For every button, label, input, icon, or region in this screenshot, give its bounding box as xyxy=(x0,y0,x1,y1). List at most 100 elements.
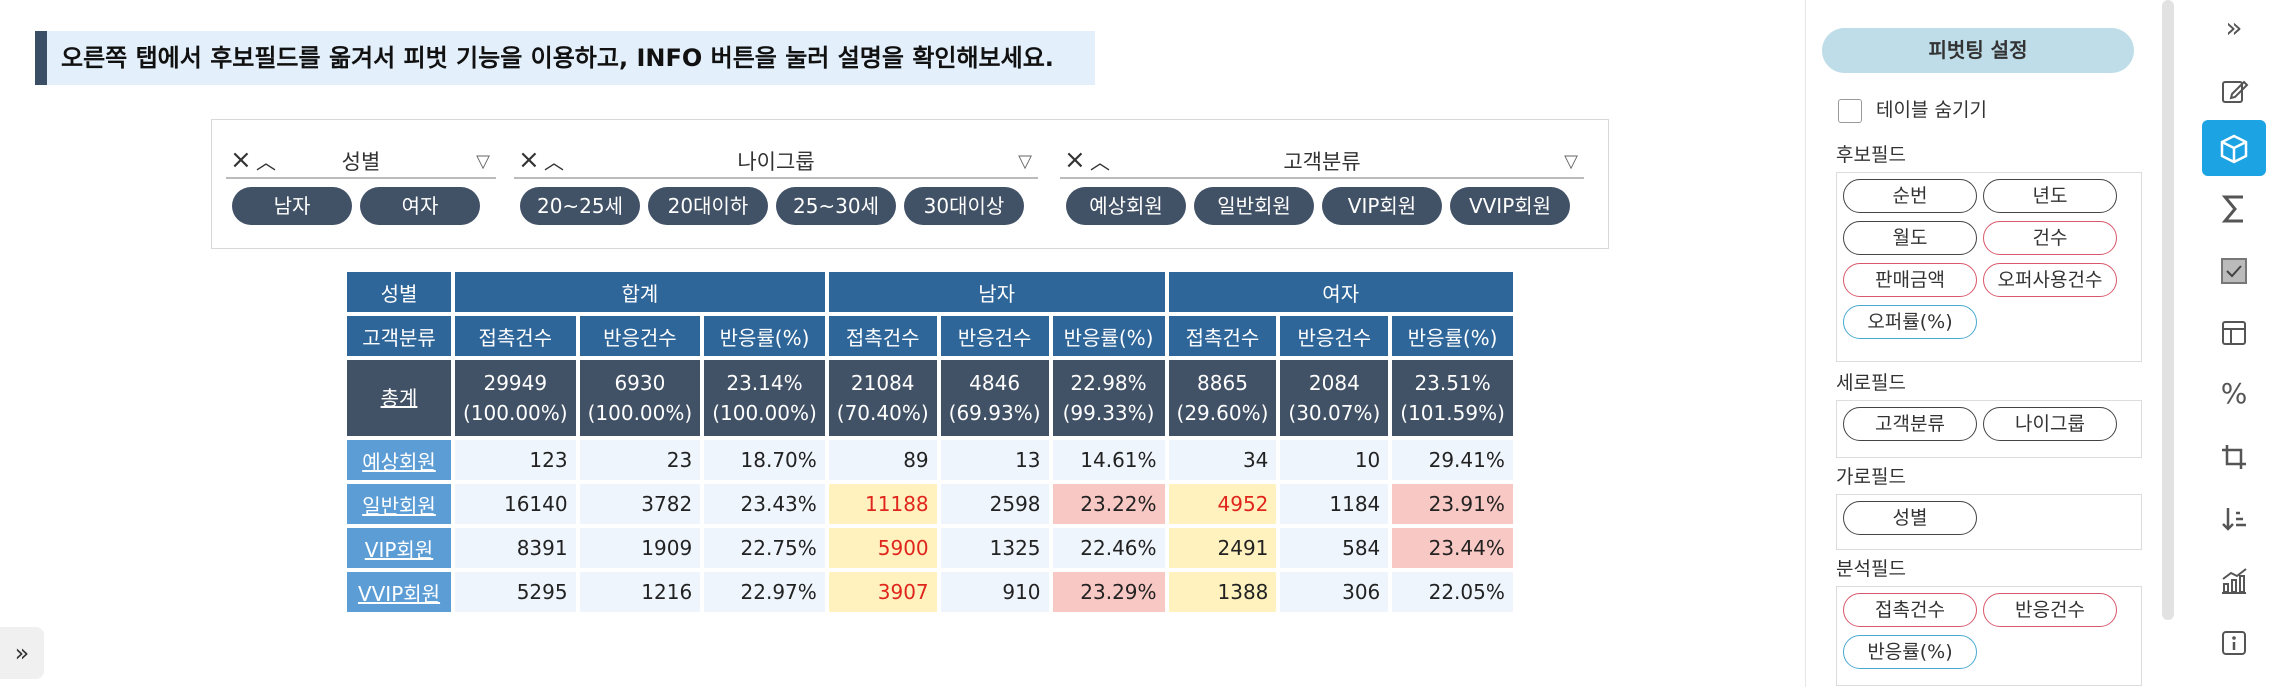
total-cell: 2084 (30.07%) xyxy=(1280,360,1389,436)
measure-header: 접촉건수 xyxy=(828,316,937,356)
filter-icon[interactable]: ▽ xyxy=(1018,151,1032,172)
data-cell-highlight: 1388 xyxy=(1168,572,1277,612)
hide-table-checkbox[interactable] xyxy=(1838,98,1862,123)
data-cell: 1325 xyxy=(940,528,1049,568)
checklist-icon[interactable] xyxy=(2202,242,2266,298)
filter-group-gender: × ︿ 성별 ▽ 남자 여자 xyxy=(226,145,496,225)
data-cell: 306 xyxy=(1280,572,1389,612)
filter-icon[interactable]: ▽ xyxy=(1564,151,1578,172)
measure-header: 접촉건수 xyxy=(1168,316,1277,356)
data-cell-highlight: 23.44% xyxy=(1392,528,1513,568)
corner-row-header: 성별 xyxy=(347,272,451,312)
table-row: 예상회원 123 23 18.70% 89 13 14.61% 34 10 29… xyxy=(347,440,1513,480)
pivot-settings-button[interactable]: 피벗팅 설정 xyxy=(1822,28,2134,73)
filter-title: 성별 xyxy=(341,150,381,174)
field-pill[interactable]: 반응률(%) xyxy=(1843,635,1977,669)
chevron-up-icon[interactable]: ︿ xyxy=(1090,150,1110,174)
field-pill[interactable]: 년도 xyxy=(1983,179,2117,213)
filter-header: × ︿ 고객분류 ▽ xyxy=(1060,145,1584,179)
table-row: 성별 합계 남자 여자 xyxy=(347,272,1513,312)
filter-chip[interactable]: 남자 xyxy=(232,187,352,225)
field-pill[interactable]: 판매금액 xyxy=(1843,263,1977,297)
filter-chip[interactable]: VVIP회원 xyxy=(1450,187,1570,225)
close-icon[interactable]: × xyxy=(230,145,252,175)
row-label-link[interactable]: VVIP회원 xyxy=(347,572,451,612)
sort-icon[interactable] xyxy=(2202,490,2266,546)
data-cell-highlight: 3907 xyxy=(828,572,937,612)
table-row: VVIP회원 5295 1216 22.97% 3907 910 23.29% … xyxy=(347,572,1513,612)
field-pill[interactable]: 월도 xyxy=(1843,221,1977,255)
data-cell: 10 xyxy=(1280,440,1389,480)
edit-icon[interactable] xyxy=(2202,62,2266,118)
data-cell: 13 xyxy=(940,440,1049,480)
data-cell: 910 xyxy=(940,572,1049,612)
filter-chip[interactable]: VIP회원 xyxy=(1322,187,1442,225)
layout-icon[interactable] xyxy=(2202,304,2266,360)
field-pill[interactable]: 오퍼률(%) xyxy=(1843,305,1977,339)
close-icon[interactable]: × xyxy=(1064,145,1086,175)
field-pill[interactable]: 접촉건수 xyxy=(1843,593,1977,627)
analysis-field-box: 접촉건수 반응건수반응률(%) xyxy=(1836,586,2142,686)
field-pill[interactable]: 고객분류 xyxy=(1843,407,1977,441)
data-cell: 34 xyxy=(1168,440,1277,480)
filter-chip[interactable]: 20~25세 xyxy=(520,187,640,225)
percent-icon[interactable]: % xyxy=(2220,377,2248,410)
filter-title: 나이그룹 xyxy=(737,150,815,174)
data-cell: 14.61% xyxy=(1052,440,1165,480)
crop-icon[interactable] xyxy=(2202,428,2266,484)
close-icon[interactable]: × xyxy=(518,145,540,175)
total-cell: 4846 (69.93%) xyxy=(940,360,1049,436)
total-cell: 23.51% (101.59%) xyxy=(1392,360,1513,436)
field-pill[interactable]: 건수 xyxy=(1983,221,2117,255)
filter-header: × ︿ 나이그룹 ▽ xyxy=(514,145,1038,179)
col-field-label: 가로필드 xyxy=(1836,466,1906,488)
measure-header: 반응률(%) xyxy=(1392,316,1513,356)
filter-chip[interactable]: 일반회원 xyxy=(1194,187,1314,225)
chart-icon[interactable] xyxy=(2202,552,2266,608)
row-label-link[interactable]: 일반회원 xyxy=(347,484,451,524)
filter-chip[interactable]: 예상회원 xyxy=(1066,187,1186,225)
group-header: 남자 xyxy=(828,272,1165,312)
filter-chip[interactable]: 25~30세 xyxy=(776,187,896,225)
info-icon[interactable] xyxy=(2202,614,2266,670)
sum-icon[interactable] xyxy=(2202,180,2266,236)
field-pill[interactable]: 순번 xyxy=(1843,179,1977,213)
expand-left-button[interactable]: » xyxy=(0,627,44,679)
data-cell: 29.41% xyxy=(1392,440,1513,480)
data-cell: 1184 xyxy=(1280,484,1389,524)
total-cell: 8865 (29.60%) xyxy=(1168,360,1277,436)
filter-chip[interactable]: 30대이상 xyxy=(904,187,1024,225)
data-cell: 16140 xyxy=(455,484,576,524)
panel-scrollbar[interactable] xyxy=(2162,0,2174,620)
field-pill[interactable]: 반응건수 xyxy=(1983,593,2117,627)
measure-header: 반응건수 xyxy=(1280,316,1389,356)
data-cell: 123 xyxy=(455,440,576,480)
data-cell: 5295 xyxy=(455,572,576,612)
chevron-up-icon[interactable]: ︿ xyxy=(256,150,276,174)
filter-icon[interactable]: ▽ xyxy=(476,151,490,172)
total-label[interactable]: 총계 xyxy=(347,360,451,436)
hide-table-label: 테이블 숨기기 xyxy=(1876,99,1987,121)
field-pill[interactable]: 나이그룹 xyxy=(1983,407,2117,441)
field-pill[interactable]: 오퍼사용건수 xyxy=(1983,263,2117,297)
row-label-link[interactable]: 예상회원 xyxy=(347,440,451,480)
data-cell: 22.46% xyxy=(1052,528,1165,568)
data-cell-highlight: 5900 xyxy=(828,528,937,568)
measure-header: 반응건수 xyxy=(940,316,1049,356)
table-row-total: 총계 29949 (100.00%) 6930 (100.00%) 23.14% (1… xyxy=(347,360,1513,436)
data-cell-highlight: 2491 xyxy=(1168,528,1277,568)
candidate-label: 후보필드 xyxy=(1836,144,1906,166)
pivot-table: 성별 합계 남자 여자 고객분류 접촉건수 반응건수 반응률(%) 접촉건수 반… xyxy=(343,268,1517,616)
chevron-up-icon[interactable]: ︿ xyxy=(544,150,564,174)
data-cell: 23.43% xyxy=(704,484,825,524)
filter-box: × ︿ 성별 ▽ 남자 여자 × ︿ 나이그룹 ▽ 20~25세 20대이하 25~3… xyxy=(211,119,1609,249)
row-label-link[interactable]: VIP회원 xyxy=(347,528,451,568)
field-pill[interactable]: 성별 xyxy=(1843,501,1977,535)
filter-chip[interactable]: 20대이하 xyxy=(648,187,768,225)
measure-header: 반응률(%) xyxy=(1052,316,1165,356)
table-row: VIP회원 8391 1909 22.75% 5900 1325 22.46% … xyxy=(347,528,1513,568)
filter-chip[interactable]: 여자 xyxy=(360,187,480,225)
data-cell: 2598 xyxy=(940,484,1049,524)
cube-icon[interactable] xyxy=(2202,120,2266,176)
collapse-panel-icon[interactable]: » xyxy=(2225,11,2243,44)
